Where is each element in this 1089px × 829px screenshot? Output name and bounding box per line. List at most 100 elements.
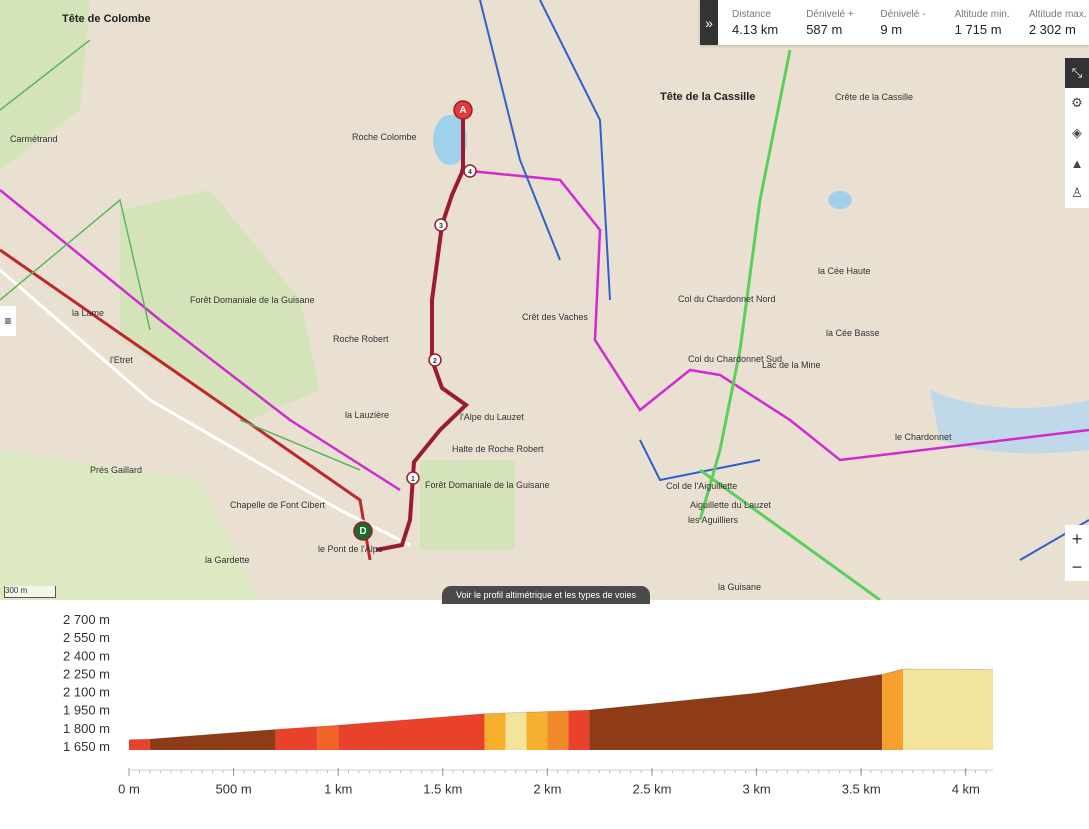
lake [433,115,467,165]
route [375,110,470,552]
x-tick-label: 1.5 km [423,781,462,796]
menu-button[interactable]: ≡ [0,306,16,336]
stat-value: 4.13 km [732,21,779,37]
x-tick-label: 3.5 km [842,781,881,796]
map-marker-label: 1 [411,476,415,483]
forest [120,190,320,420]
profile-button[interactable]: Voir le profil altimétrique et les types… [442,586,650,604]
stat: Dénivelé +587 m [792,9,866,37]
map-marker-label: A [459,105,466,116]
profile-line [128,668,994,741]
zoom-control: + − [1065,525,1089,581]
x-tick-label: 500 m [216,781,252,796]
profile-segment [882,668,904,750]
map-label: Prés Gaillard [90,465,142,475]
map-label: Col de l'Aiguillette [666,481,737,491]
zoom-in[interactable]: + [1071,529,1083,549]
fullscreen-button[interactable]: ⤡ [1065,58,1089,88]
map-label: Roche Colombe [352,132,417,142]
map-marker [463,164,477,178]
map-marker [453,100,473,120]
map-label: la Lame [72,308,104,318]
y-tick-label: 1 650 m [63,739,110,754]
stat-label: Distance [732,8,771,20]
profile-segment [526,711,548,750]
zoom-out[interactable]: − [1071,557,1083,577]
boundary [698,49,881,600]
profile-segment [903,668,993,750]
stat: Altitude min. 1 715 m [941,9,1015,37]
map-marker [428,353,442,367]
stat-label: Altitude min. [954,8,1010,20]
map-canvas: Tête de Colombe Tête de la Cassille Roche … [0,0,1089,600]
profile-segment [589,674,883,750]
profile-segment [338,713,485,750]
map[interactable]: Tête de Colombe Tête de la Cassille Roche … [0,0,1089,600]
map-label: Lac de la Mine [762,360,821,370]
profile-segment [505,712,527,750]
road [0,268,411,547]
y-tick-label: 2 700 m [63,612,110,627]
layers-button[interactable]: ◈ [1072,125,1082,140]
x-tick-label: 1 km [324,781,352,796]
stream [479,0,1089,561]
map-label: l'Alpe du Lauzet [460,412,524,422]
y-tick-label: 2 250 m [63,666,110,681]
map-label: Crête de la Cassille [835,92,913,102]
y-tick-label: 2 400 m [63,648,110,663]
profile-segment [275,726,318,750]
map-label: Forêt Domaniale de la Guisane [190,295,315,305]
map-label: les Aguilliers [688,515,739,525]
stat-value: 9 m [880,21,903,37]
map-label: Carmétrand [10,134,58,144]
x-tick-label: 2 km [533,781,561,796]
trail [0,168,1089,492]
y-tick-label: 1 800 m [63,721,110,736]
map-marker [353,521,373,541]
y-tick-label: 2 550 m [63,630,110,645]
stat: Dénivelé -9 m [866,9,940,37]
map-label: l'Etret [110,355,133,365]
settings-button[interactable]: ⚙ [1071,95,1083,110]
map-label: Crêt des Vaches [522,312,588,322]
profile-segment [317,725,339,750]
stat-label: Dénivelé - [880,8,926,20]
map-label: Tête de la Cassille [660,91,755,103]
map-label: la Lauzière [345,410,389,420]
map-label: la Cée Basse [826,328,880,338]
toolbar: ⤡ ⚙ ◈ ▲ ♙ [1065,58,1089,208]
stat-value: 587 m [806,21,843,37]
map-label: la Guisane [718,582,761,592]
stat-value: 2 302 m [1028,21,1076,37]
profile-segment [484,713,506,750]
map-label: la Cée Haute [818,266,871,276]
stat: Distance 4.13 km [718,9,792,37]
stat: Altitude max. 2 302 m [1015,9,1089,37]
map-label: Halte de Roche Robert [452,444,544,454]
stat-label: Altitude max. [1028,8,1087,20]
elevation-profile: 1 650 m 1 800 m 1 950 m 2 100 m 2 250 m 2 400… [63,612,994,796]
map-label: Col du Chardonnet Sud [688,354,782,364]
x-tick-label: 2.5 km [632,781,671,796]
relief-button[interactable]: ▲ [1070,155,1084,171]
map-label: la Gardette [205,555,250,565]
profile-segment [149,729,276,750]
map-marker-label: 4 [468,169,472,176]
map-marker-label: 3 [439,223,443,230]
x-tick-label: 3 km [743,781,771,796]
map-label: le Pont de l'Alpe [318,544,383,554]
stat-label: Dénivelé + [806,8,854,20]
x-tick-label: 4 km [952,781,980,796]
profile-segment [568,710,590,750]
map-label: Forêt Domaniale de la Guisane [425,480,550,490]
y-tick-label: 2 100 m [63,685,110,700]
collapse-button[interactable]: » [700,0,718,45]
map-marker [434,218,448,232]
poi-button[interactable]: ♙ [1071,185,1083,200]
lake [930,390,1089,454]
map-marker [406,471,420,485]
map-label: Chapelle de Font Cibert [230,500,326,510]
map-marker-label: 2 [433,358,437,365]
forest [0,450,260,600]
